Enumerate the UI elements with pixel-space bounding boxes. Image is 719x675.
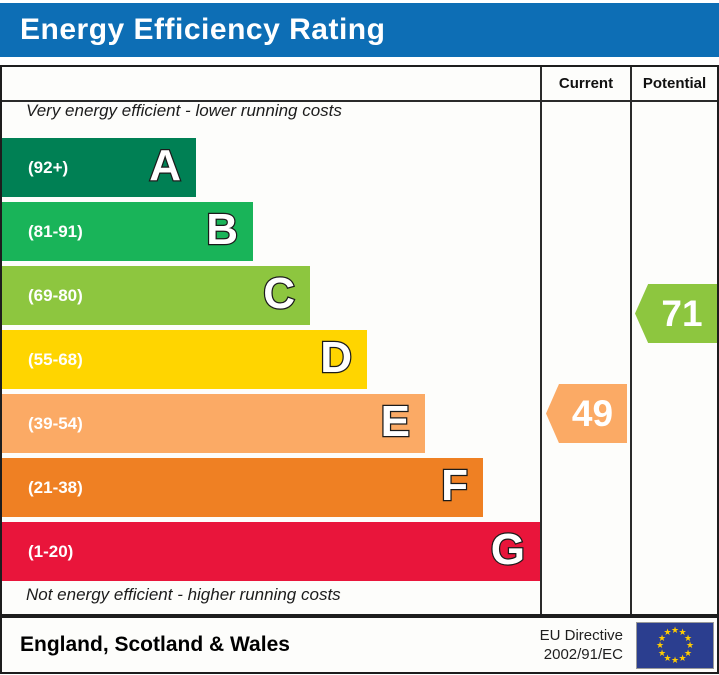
current-rating-arrow: 49 — [546, 384, 627, 443]
potential-column-header: Potential — [642, 75, 707, 92]
chart-header: Energy Efficiency Rating — [0, 3, 719, 57]
eu-flag-star-icon: ★ — [663, 627, 672, 637]
band-range-label: (39-54) — [28, 413, 83, 433]
column-divider-current — [540, 67, 542, 614]
eu-flag-star-icon: ★ — [657, 632, 667, 643]
eu-flag-star-icon: ★ — [670, 625, 680, 635]
eu-flag-star-icon: ★ — [683, 632, 693, 643]
current-column-header: Current — [558, 75, 614, 92]
band-range-label: (92+) — [28, 157, 69, 177]
band-F: (21-38) F — [2, 458, 483, 517]
current-rating-value: 49 — [571, 392, 614, 434]
band-E: (39-54) E — [2, 394, 425, 453]
region-label: England, Scotland & Wales — [20, 633, 290, 656]
band-letter: E — [379, 396, 411, 446]
band-letter: C — [262, 268, 296, 318]
eu-directive-line2: 2002/91/EC — [543, 646, 623, 663]
band-letter: D — [319, 332, 353, 382]
page-title: Energy Efficiency Rating — [20, 13, 386, 46]
band-A: (92+) A — [2, 138, 196, 197]
header-row-divider — [2, 100, 717, 102]
band-range-label: (55-68) — [28, 349, 83, 369]
band-C: (69-80) C — [2, 266, 310, 325]
band-letter: G — [490, 524, 527, 574]
band-B: (81-91) B — [2, 202, 253, 261]
band-letter: A — [148, 140, 182, 190]
column-divider-potential — [630, 67, 632, 614]
eu-flag-star-icon: ★ — [678, 652, 687, 663]
band-D: (55-68) D — [2, 330, 367, 389]
bottom-caption: Not energy efficient - higher running co… — [26, 585, 341, 604]
top-caption: Very energy efficient - lower running co… — [26, 101, 342, 120]
eu-directive-label: EU Directive 2002/91/EC — [540, 618, 623, 672]
eu-flag-star-icon: ★ — [663, 652, 672, 663]
band-range-label: (81-91) — [28, 221, 83, 241]
footer: England, Scotland & Wales EU Directive 2… — [0, 616, 719, 674]
eu-flag-star-icon: ★ — [678, 627, 687, 637]
eu-flag-star-icon: ★ — [655, 640, 665, 650]
band-range-label: (21-38) — [28, 477, 83, 497]
band-letter: F — [440, 460, 469, 510]
eu-flag-star-icon: ★ — [670, 655, 680, 665]
band-range-label: (1-20) — [28, 541, 74, 561]
eu-flag-star-icon: ★ — [685, 640, 695, 650]
band-G: (1-20) G — [2, 522, 540, 581]
eu-directive-line1: EU Directive — [539, 627, 623, 644]
eu-flag-star-icon: ★ — [657, 647, 667, 658]
rating-table: Current Potential Very energy efficient … — [0, 65, 719, 616]
band-range-label: (69-80) — [28, 285, 83, 305]
band-letter: B — [205, 204, 239, 254]
eu-flag-icon: ★ ★ ★ ★ ★ ★ ★ ★ ★ ★ ★ ★ — [636, 622, 714, 669]
eu-flag-star-icon: ★ — [683, 647, 693, 658]
potential-rating-value: 71 — [661, 292, 703, 334]
potential-rating-arrow: 71 — [635, 284, 717, 343]
